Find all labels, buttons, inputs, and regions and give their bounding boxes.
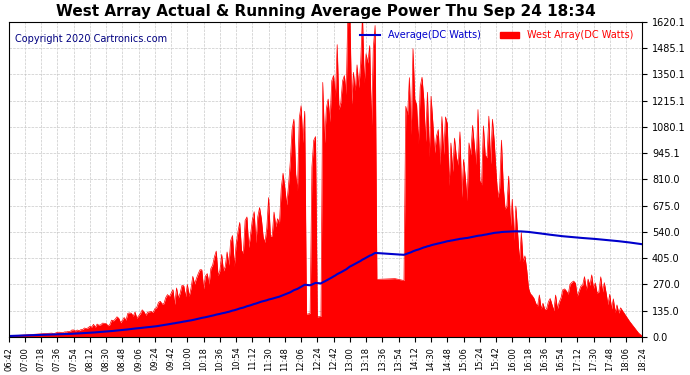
Title: West Array Actual & Running Average Power Thu Sep 24 18:34: West Array Actual & Running Average Powe… [56, 4, 595, 19]
Text: Copyright 2020 Cartronics.com: Copyright 2020 Cartronics.com [15, 34, 167, 44]
Legend: Average(DC Watts), West Array(DC Watts): Average(DC Watts), West Array(DC Watts) [357, 27, 638, 44]
